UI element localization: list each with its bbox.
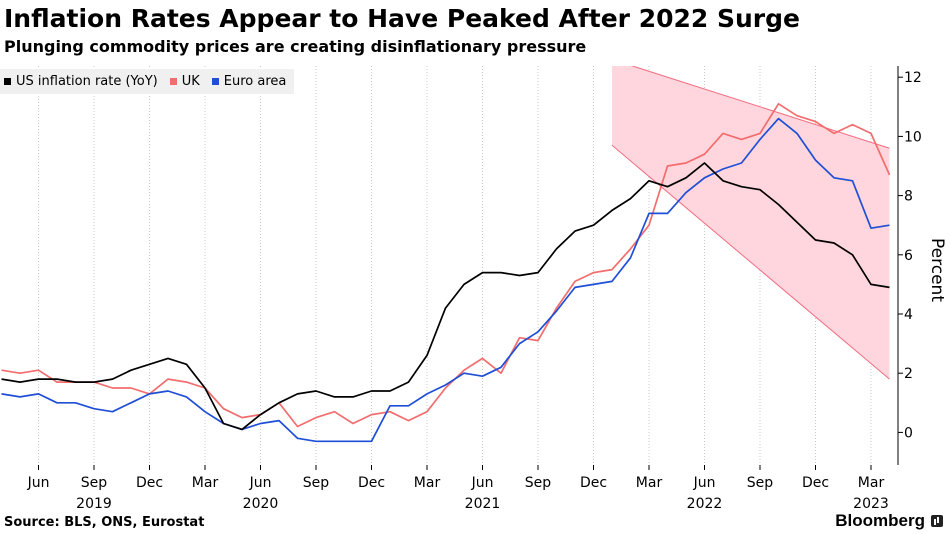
legend-swatch-uk — [169, 78, 177, 85]
x-tick-label-8: Jun — [471, 475, 494, 491]
shaded-channel — [612, 66, 890, 380]
x-tick-label-2: Dec — [136, 475, 163, 491]
legend-item-uk: UK — [169, 74, 200, 89]
y-tick-label-2: 4 — [904, 307, 913, 323]
shaded-region — [611, 66, 890, 380]
source-note: Source: BLS, ONS, Eurostat — [4, 515, 205, 530]
axes: Jun Sep Dec Mar Jun Sep Dec Mar Jun Sep Dec Mar Jun S… — [27, 66, 947, 512]
x-tick-label-15: Mar — [858, 475, 885, 491]
legend-item-euro: Euro area — [211, 74, 287, 89]
chart-subtitle: Plunging commodity prices are creating d… — [4, 37, 587, 56]
y-axis-title: Percent — [927, 238, 947, 302]
series-line-0 — [1, 162, 890, 431]
x-year-label-0: 2019 — [76, 496, 112, 512]
x-year-label-1: 2020 — [243, 496, 279, 512]
channel-upper-edge — [630, 66, 890, 149]
series-line-2 — [1, 117, 890, 443]
x-year-label-3: 2022 — [687, 496, 723, 512]
x-tick-label-13: Sep — [747, 475, 774, 491]
x-tick-label-1: Sep — [81, 475, 108, 491]
x-tick-label-0: Jun — [27, 475, 50, 491]
legend-label-uk: UK — [181, 74, 200, 89]
brand-name: Bloomberg — [835, 511, 925, 530]
legend-swatch-euro — [211, 78, 219, 85]
legend-swatch-us — [4, 78, 11, 85]
brand-logo: Bloomberg — [835, 511, 943, 531]
y-tick-label-4: 8 — [904, 189, 913, 205]
x-tick-label-3: Mar — [192, 475, 219, 491]
x-tick-label-9: Sep — [525, 475, 552, 491]
x-tick-label-6: Dec — [358, 475, 385, 491]
x-year-label-2: 2021 — [465, 496, 501, 512]
legend-label-euro: Euro area — [223, 74, 287, 89]
legend: US inflation rate (YoY) UK Euro area — [0, 69, 295, 94]
legend-label-us: US inflation rate (YoY) — [16, 74, 158, 89]
y-tick-label-6: 12 — [904, 70, 922, 86]
x-tick-label-7: Mar — [414, 475, 441, 491]
x-tick-label-11: Mar — [636, 475, 663, 491]
y-tick-label-3: 6 — [904, 248, 913, 264]
x-tick-label-5: Sep — [303, 475, 330, 491]
chart-title: Inflation Rates Appear to Have Peaked Af… — [4, 4, 800, 33]
bloomberg-chart-icon — [931, 515, 943, 527]
series-lines — [1, 102, 891, 443]
x-tick-label-14: Dec — [802, 475, 829, 491]
y-tick-label-0: 0 — [904, 425, 913, 441]
y-tick-label-1: 2 — [904, 366, 913, 382]
x-tick-label-4: Jun — [249, 475, 272, 491]
x-tick-label-10: Dec — [580, 475, 607, 491]
x-tick-label-12: Jun — [693, 475, 716, 491]
y-tick-label-5: 10 — [904, 129, 922, 145]
legend-item-us: US inflation rate (YoY) — [4, 74, 158, 89]
x-year-label-4: 2023 — [853, 496, 889, 512]
